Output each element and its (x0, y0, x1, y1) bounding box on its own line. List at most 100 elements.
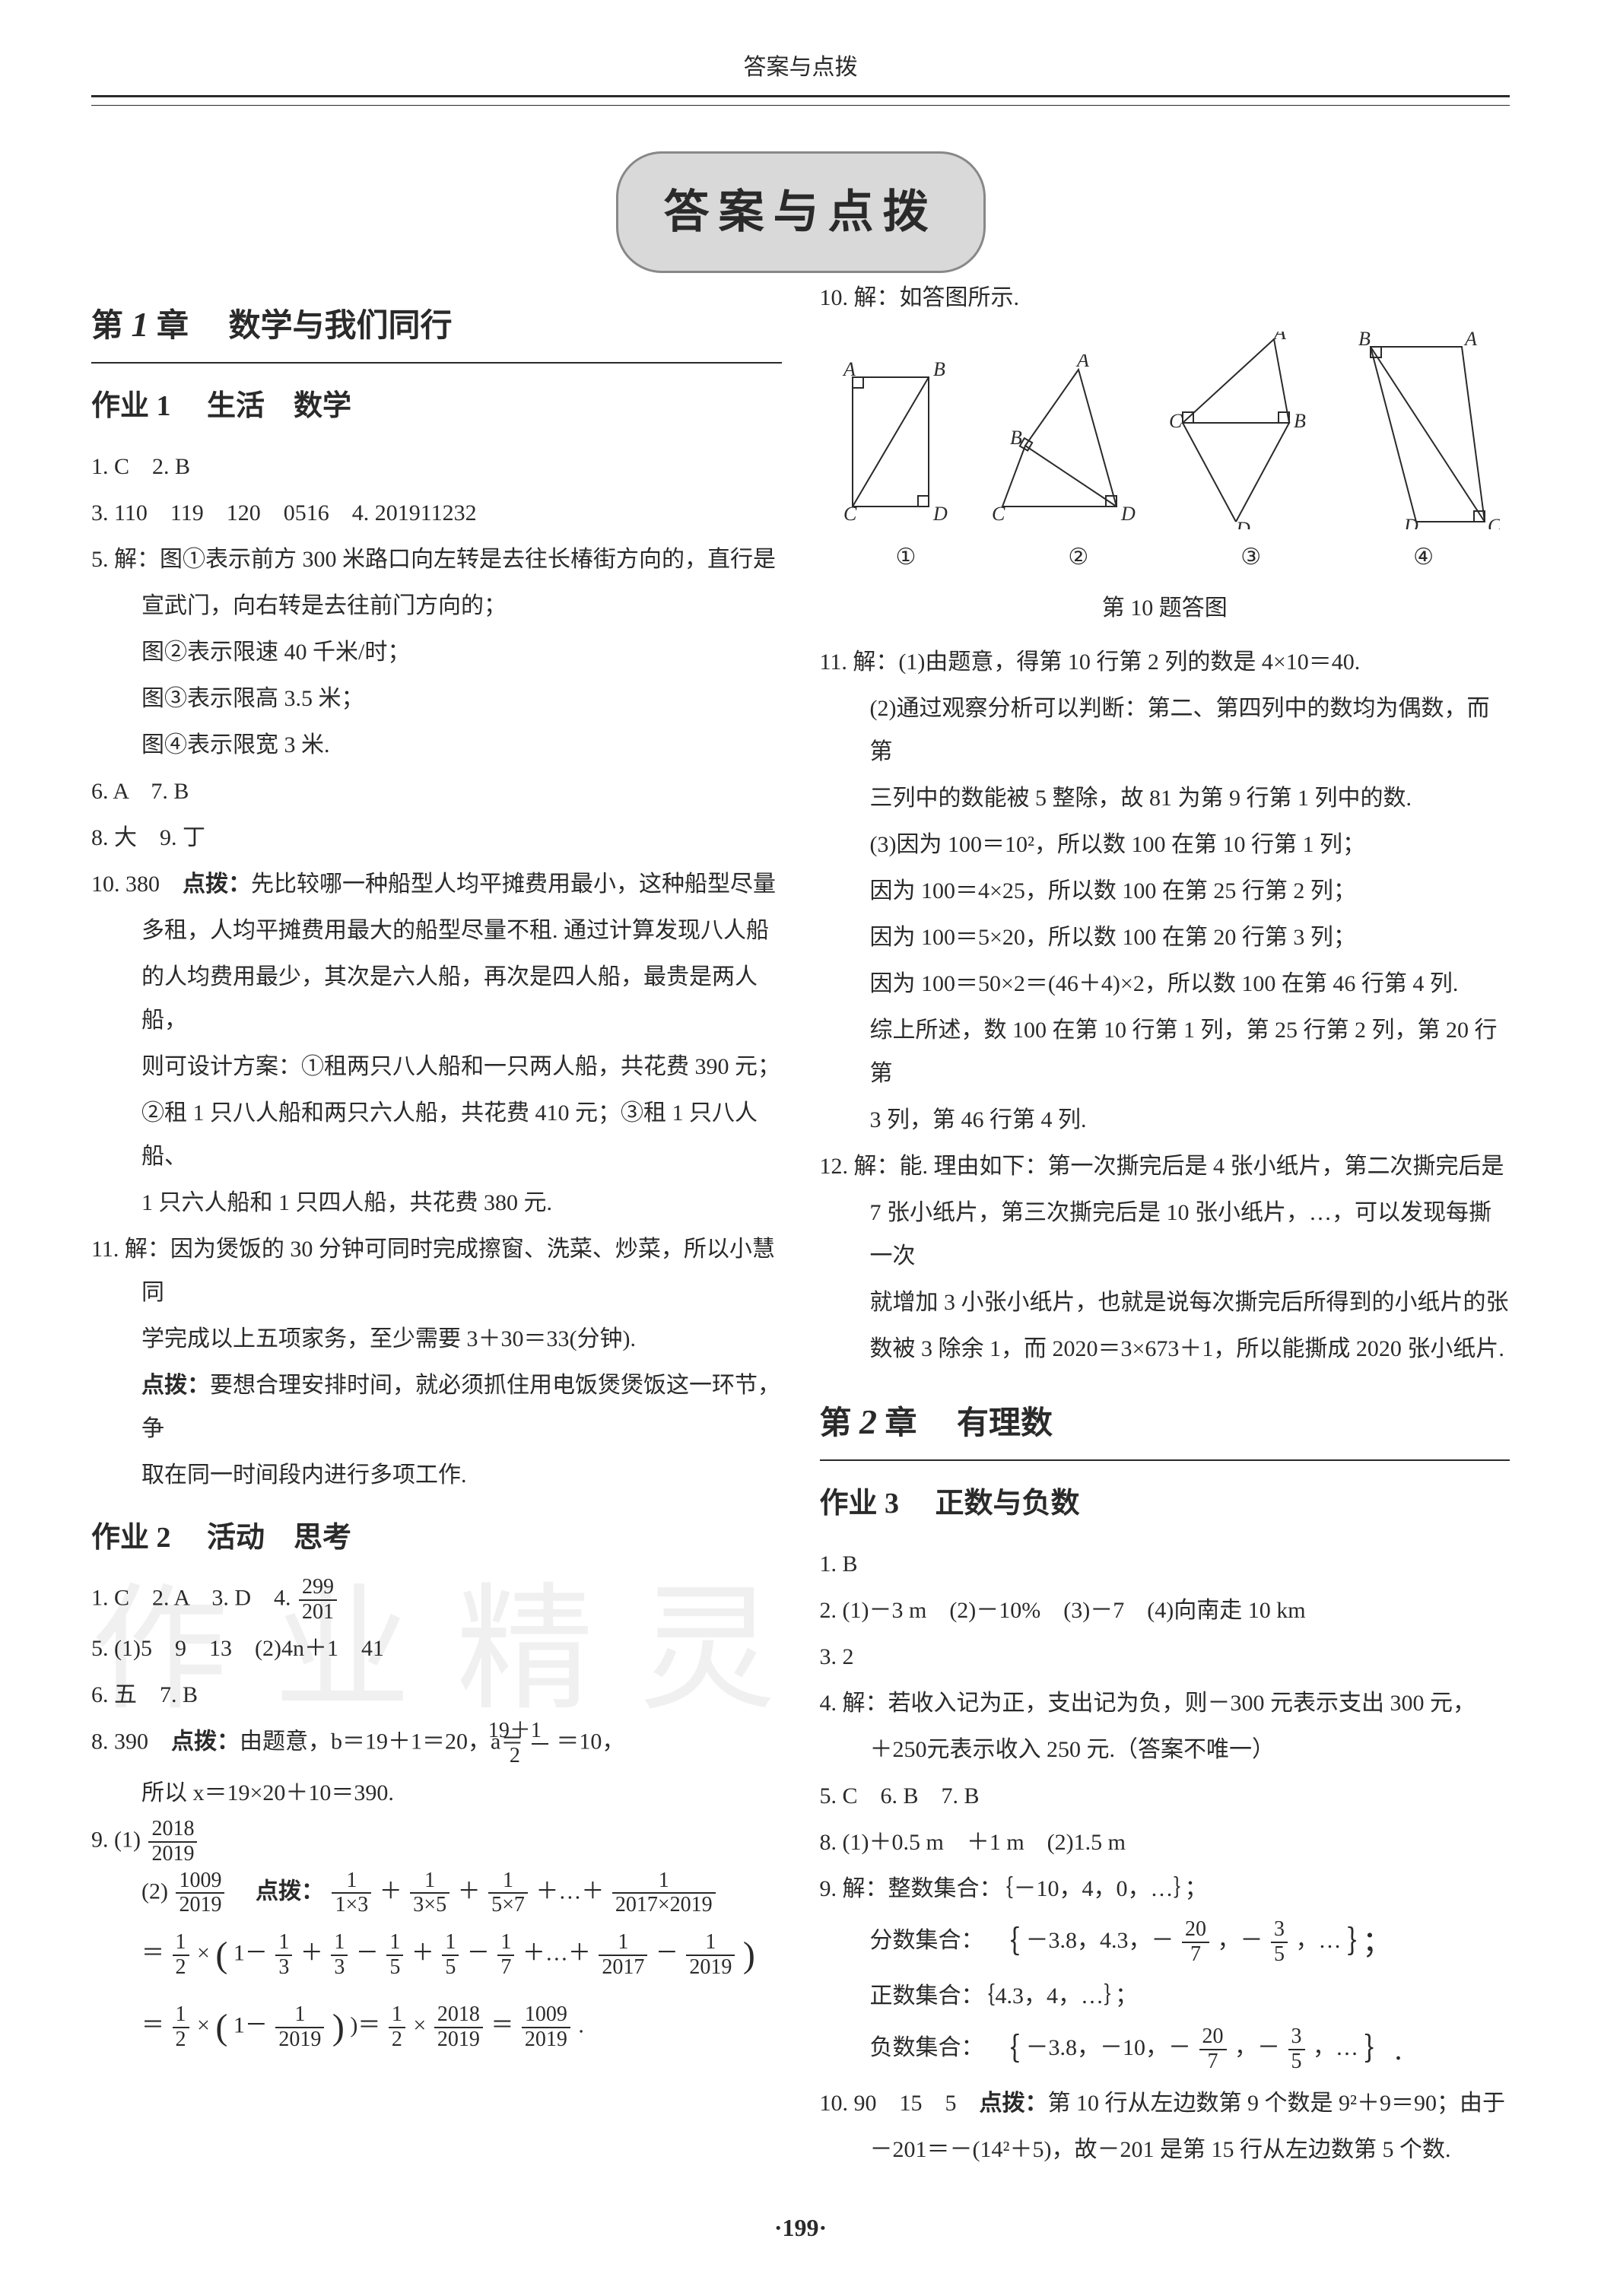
text: 5. 解：图①表示前方 300 米路口向左转是去往长椿街方向的，直行是 (91, 547, 776, 572)
text-line: 宣武门，向右转是去往前门方向的； (91, 584, 782, 627)
text-line: 综上所述，数 100 在第 10 行第 1 列，第 25 行第 2 列，第 20… (820, 1008, 1510, 1095)
numerator: 1 (488, 1869, 528, 1894)
denominator: 2017 (599, 1956, 647, 1980)
denominator: 2019 (176, 1894, 224, 1917)
geometry-figure-3: AB CD (1160, 332, 1320, 529)
text-line: 1. B (820, 1542, 1510, 1586)
hint-label: 点拨： (141, 1373, 210, 1398)
text-line: 多租，人均平摊费用最大的船型尽量不租. 通过计算发现八人船 (91, 909, 782, 952)
chapter-prefix: 第 (820, 1406, 852, 1441)
text: 1－ (233, 2013, 268, 2038)
hw-title: 正数与负数 (936, 1488, 1080, 1520)
text-line: 3. 2 (820, 1635, 1510, 1678)
text-line: ＋250元表示收入 250 元.（答案不唯一） (820, 1728, 1510, 1771)
svg-text:A: A (1463, 332, 1477, 350)
text: × (197, 2013, 210, 2038)
text-line: 1. C 2. A 3. D 4. 299201 (91, 1576, 782, 1624)
text-line: 9. 解：整数集合：｛－10，4，0，…｝； (820, 1867, 1510, 1910)
homework-2-heading: 作业 2 活动 思考 (91, 1510, 782, 1565)
brace-open-icon: ｛ (990, 2032, 1020, 2066)
text: 9. (1) (91, 1828, 141, 1853)
text-line: 数被 3 除余 1，而 2020＝3×673＋1，所以能撕成 2020 张小纸片… (820, 1327, 1510, 1370)
text: ，－ (1218, 1927, 1263, 1952)
left-column: 第 1 章 数学与我们同行 作业 1 生活 数学 1. C 2. B 3. 11… (91, 273, 782, 2174)
text-line: (2) 10092019 点拨： 11×3 ＋ 13×5 ＋ 15×7 ＋…＋ … (91, 1869, 782, 1918)
text-line: 图③表示限高 3.5 米； (91, 677, 782, 720)
text-line: 10. 解：如答图所示. (820, 276, 1510, 319)
svg-text:D: D (932, 503, 948, 525)
denominator: 7 (1182, 1943, 1209, 1967)
fraction: 10092019 (176, 1869, 224, 1918)
numerator: 1 (442, 1931, 459, 1956)
fraction: 17 (497, 1931, 514, 1980)
numerator: 1 (612, 1869, 716, 1894)
text: 10. 380 (91, 872, 183, 897)
text-line: 的人均费用最少，其次是六人船，再次是四人船，最贵是两人船， (91, 955, 782, 1042)
text-line: ＝ 12 × ( 1－ 13 ＋ 13 － 15 ＋ 15 － 17 ＋…＋ 1… (91, 1920, 782, 1990)
text: . (578, 2013, 584, 2038)
chapter-title: 数学与我们同行 (229, 309, 453, 344)
fraction: 20182019 (434, 2003, 483, 2052)
text-line: 8. 大 9. 丁 (91, 816, 782, 859)
fraction: 15×7 (488, 1869, 528, 1918)
text: 1. C 2. A 3. D 4. (91, 1585, 297, 1610)
numerator: 3 (1271, 1918, 1288, 1943)
svg-text:A: A (1075, 354, 1089, 371)
text: ＋ (380, 1878, 402, 1904)
text-line: 12. 解：能. 理由如下：第一次撕完后是 4 张小纸片，第二次撕完后是 (820, 1145, 1510, 1188)
text: 负数集合： (870, 2034, 984, 2059)
figure-label: ② (1068, 535, 1088, 579)
geometry-figure-1: AB CD (830, 354, 959, 529)
text: 10. 90 15 5 (820, 2091, 980, 2116)
denominator: 2 (173, 2028, 189, 2052)
chapter-1-heading: 第 1 章 数学与我们同行 (91, 291, 782, 364)
text-line: 负数集合： ｛ －3.8，－10，－ 207 ，－ 35 ，… ｝. (820, 2021, 1510, 2078)
fraction: 299201 (299, 1576, 337, 1624)
svg-text:C: C (992, 503, 1005, 525)
fraction: 13×5 (410, 1869, 449, 1918)
text-line: 6. A 7. B (91, 770, 782, 813)
text-line: －201＝－(14²＋5)，故－201 是第 15 行从左边数第 5 个数. (820, 2128, 1510, 2171)
text: 先比较哪一种船型人均平摊费用最小，这种船型尽量 (251, 872, 776, 897)
running-header: 答案与点拨 (91, 46, 1510, 97)
text-line: 10. 90 15 5 点拨：第 10 行从左边数第 9 个数是 9²＋9＝90… (820, 2082, 1510, 2125)
denominator: 1×3 (332, 1894, 371, 1917)
numerator: 19＋1 (532, 1720, 548, 1745)
hint-label: 点拨： (233, 1878, 324, 1904)
numerator: 1 (386, 1931, 403, 1956)
denominator: 7 (497, 1956, 514, 1980)
numerator: 1 (173, 1931, 189, 1956)
text-line: 就增加 3 小张小纸片，也就是说每次撕完后所得到的小纸片的张 (820, 1281, 1510, 1324)
geometry-figure-4: AB CD (1340, 332, 1500, 529)
denominator: 2019 (434, 2028, 483, 2052)
paren-open-icon: ( (215, 1935, 227, 1975)
fraction: 15 (386, 1931, 403, 1980)
svg-text:A: A (1272, 332, 1286, 344)
text-line: 3 列，第 46 行第 4 列. (820, 1098, 1510, 1142)
svg-text:C: C (1169, 410, 1183, 432)
hw-label: 作业 1 (91, 390, 171, 422)
denominator: 2019 (686, 1956, 735, 1980)
text: －3.8，－10，－ (1026, 2034, 1192, 2059)
text-line: ②租 1 只八人船和两只六人船，共花费 410 元；③租 1 只八人船、 (91, 1091, 782, 1178)
numerator: 1 (497, 1931, 514, 1956)
chapter-suffix: 章 (885, 1406, 917, 1441)
fraction: 11×3 (332, 1869, 371, 1918)
denominator: 2019 (148, 1843, 197, 1866)
text: ＋…＋ (535, 1878, 604, 1904)
text-line: 5. 解：图①表示前方 300 米路口向左转是去往长椿街方向的，直行是 (91, 538, 782, 581)
text: 分数集合： (870, 1927, 984, 1952)
figure-caption: 第 10 题答图 (820, 586, 1510, 630)
text-line: 因为 100＝4×25，所以数 100 在第 25 行第 2 列； (820, 869, 1510, 913)
homework-1-heading: 作业 1 生活 数学 (91, 379, 782, 433)
text-line: 三列中的数能被 5 整除，故 81 为第 9 行第 1 列中的数. (820, 776, 1510, 820)
numerator: 3 (1288, 2025, 1305, 2050)
text: × (413, 2013, 426, 2038)
text: ＝ (141, 2013, 164, 2038)
text-line: 正数集合：｛4.3，4，…｝； (820, 1974, 1510, 2018)
text-line: 则可设计方案：①租两只八人船和一只两人船，共花费 390 元； (91, 1045, 782, 1088)
right-column: 10. 解：如答图所示. AB CD (820, 273, 1510, 2174)
text: 要想合理安排时间，就必须抓住用电饭煲煲饭这一环节，争 (141, 1373, 780, 1441)
denominator: 2 (532, 1745, 548, 1768)
figure-label: ③ (1240, 535, 1261, 579)
